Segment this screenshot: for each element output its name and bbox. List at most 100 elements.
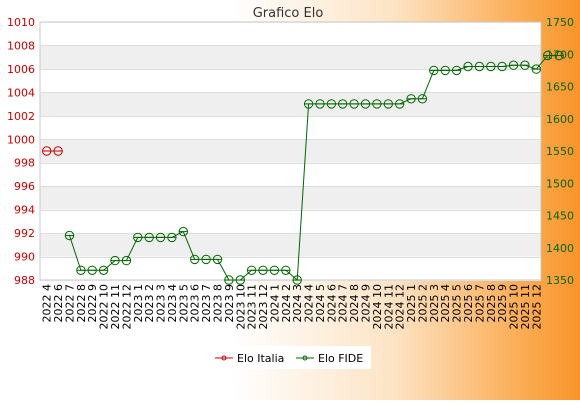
x-tick-label: 2025 10: [508, 284, 521, 330]
x-tick-label: 2025 8: [485, 284, 498, 323]
grid-band: [40, 139, 541, 163]
right-tick-label: 1500: [546, 177, 574, 190]
data-point-elo-fide: [190, 254, 200, 265]
data-point-elo-fide: [258, 265, 268, 275]
x-tick-label: 2023 2: [143, 284, 156, 323]
data-point-elo-fide: [110, 255, 120, 266]
right-axis-ticks: 1350 1400 1450 1500 1550 1600 1650 1700 1750: [546, 16, 574, 287]
x-tick-label: 2024 5: [314, 284, 327, 323]
data-point-elo-fide: [372, 99, 382, 109]
left-tick-label: 1002: [7, 110, 35, 123]
data-point-elo-fide: [246, 265, 257, 275]
x-tick-label: 2024 11: [382, 284, 395, 330]
right-tick-label: 1550: [546, 145, 574, 158]
x-tick-label: 2023 10: [234, 284, 247, 330]
left-tick-label: 1000: [7, 133, 35, 146]
data-point-elo-fide: [269, 265, 280, 275]
x-tick-label: 2023 5: [177, 284, 190, 323]
data-point-elo-fide: [121, 255, 132, 266]
x-tick-label: 2023 6: [189, 284, 202, 323]
data-point-elo-fide: [520, 60, 530, 70]
x-tick-label: 2023 12: [257, 284, 270, 330]
legend-marker-elo-italia: [221, 355, 227, 361]
x-tick-label: 2025 5: [451, 284, 464, 323]
data-point-elo-fide: [303, 99, 314, 109]
right-tick-label: 1600: [546, 113, 574, 126]
legend-item-elo-fide: Elo FIDE: [296, 352, 363, 365]
left-tick-label: 988: [14, 274, 35, 287]
x-tick-label: 2025 9: [496, 284, 509, 323]
data-point-elo-fide: [338, 99, 348, 109]
x-tick-label: 2024 3: [291, 284, 304, 323]
left-tick-label: 990: [14, 251, 35, 264]
data-point-elo-fide: [417, 94, 428, 104]
data-point-elo-fide: [440, 65, 450, 76]
left-tick-label: 1006: [7, 63, 35, 76]
x-tick-label: 2024 9: [360, 284, 373, 323]
grid-band: [40, 92, 541, 116]
data-point-elo-fide: [133, 232, 143, 243]
series-layer: [42, 50, 564, 285]
data-point-elo-fide: [451, 65, 462, 76]
x-tick-label: 2023 4: [166, 284, 179, 323]
legend-box: [210, 346, 371, 369]
data-point-elo-fide: [554, 50, 564, 61]
x-tick-label: 2024 2: [280, 284, 293, 323]
left-tick-label: 1008: [7, 39, 35, 52]
data-point-elo-italia: [42, 146, 52, 156]
x-tick-label: 2022 8: [75, 284, 88, 323]
x-tick-label: 2024 8: [348, 284, 361, 323]
data-point-elo-fide: [508, 60, 519, 70]
x-tick-label: 2022 12: [120, 284, 133, 330]
grid-band: [40, 233, 541, 257]
chart-title: Grafico Elo: [253, 6, 324, 21]
legend: Elo Italia Elo FIDE: [210, 346, 371, 369]
x-tick-label: 2025 12: [530, 284, 543, 330]
x-tick-label: 2022 6: [52, 284, 65, 323]
x-tick-label: 2023 8: [211, 284, 224, 323]
left-tick-label: 992: [14, 227, 35, 240]
x-tick-label: 2025 11: [519, 284, 532, 330]
data-point-elo-fide: [178, 226, 189, 237]
x-tick-label: 2025 4: [439, 284, 452, 323]
data-point-elo-fide: [292, 275, 302, 285]
x-tick-label: 2024 6: [325, 284, 338, 323]
right-tick-label: 1650: [546, 81, 574, 94]
right-tick-label: 1400: [546, 242, 574, 255]
left-tick-label: 998: [14, 157, 35, 170]
x-tick-label: 2024 7: [337, 284, 350, 323]
x-tick-label: 2025 2: [416, 284, 429, 323]
data-point-elo-fide: [474, 61, 485, 72]
data-point-elo-fide: [212, 254, 223, 265]
data-point-elo-fide: [281, 265, 291, 275]
data-point-elo-fide: [98, 265, 109, 275]
x-tick-label: 2024 10: [371, 284, 384, 330]
grid-band: [40, 45, 541, 69]
right-tick-label: 1350: [546, 274, 574, 287]
data-point-elo-fide: [76, 265, 86, 275]
x-tick-label: 2023 9: [223, 284, 236, 323]
data-point-elo-fide: [531, 64, 541, 74]
data-point-elo-fide: [144, 232, 154, 243]
data-point-elo-fide: [497, 61, 507, 72]
data-point-elo-fide: [395, 99, 405, 109]
data-point-elo-fide: [155, 232, 166, 243]
x-tick-label: 2025 7: [473, 284, 486, 323]
plot-bands: [40, 22, 541, 281]
data-point-elo-fide: [486, 61, 496, 72]
left-tick-label: 1004: [7, 86, 35, 99]
data-point-elo-fide: [87, 265, 97, 275]
x-tick-label: 2025 6: [462, 284, 475, 323]
x-tick-label: 2023 1: [132, 284, 145, 323]
right-tick-label: 1450: [546, 210, 574, 223]
data-point-elo-fide: [543, 50, 553, 61]
legend-marker-elo-fide: [302, 355, 308, 361]
x-tick-label: 2023 7: [200, 284, 213, 323]
x-tick-label: 2022 11: [109, 284, 122, 330]
x-tick-label: 2025 3: [428, 284, 441, 323]
x-tick-label: 2022 4: [41, 284, 54, 323]
x-tick-label: 2024 1: [268, 284, 281, 323]
data-point-elo-fide: [463, 61, 473, 72]
